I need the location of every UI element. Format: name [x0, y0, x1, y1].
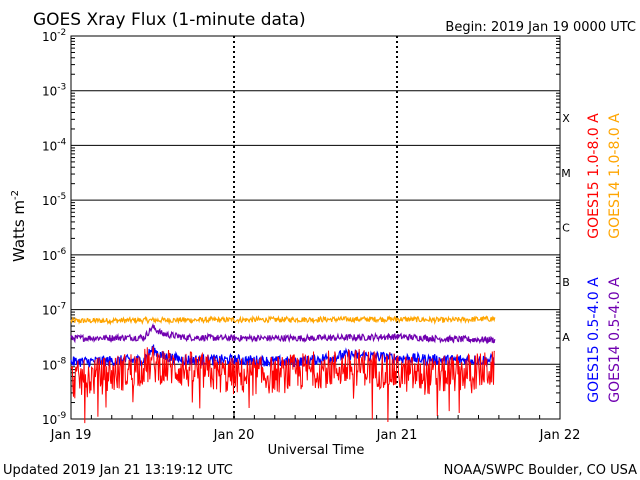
y-tick-label: 10-7 [42, 302, 66, 318]
chart-title: GOES Xray Flux (1-minute data) [33, 10, 306, 30]
x-tick-label: Jan 21 [376, 428, 418, 443]
credit-text: NOAA/SWPC Boulder, CO USA [444, 463, 637, 478]
series-line [70, 314, 496, 326]
x-axis-label: Universal Time [268, 443, 365, 458]
y-tick-label: 10-9 [42, 411, 67, 427]
flare-class-label: C [562, 222, 570, 235]
y-tick-label: 10-5 [42, 192, 66, 208]
plot-frame-group: 10-210-310-410-510-610-710-810-9 Jan 19 J… [42, 28, 580, 443]
flare-class-label: M [561, 167, 571, 180]
y-tick-label: 10-3 [42, 83, 66, 99]
begin-time: Begin: 2019 Jan 19 0000 UTC [445, 20, 636, 35]
series-line [70, 346, 495, 424]
y-axis-label: Watts m-2 [10, 190, 28, 262]
series-layer [70, 314, 496, 424]
x-tick-labels: Jan 19 Jan 20 Jan 21 Jan 22 [50, 428, 581, 443]
series-line [70, 322, 496, 345]
y-tick-label: 10-6 [42, 247, 67, 263]
legend-entry: GOES14 0.5-4.0 A [607, 277, 623, 403]
legend-entry: GOES14 1.0-8.0 A [607, 113, 623, 239]
y-tick-labels: 10-2 10-3 10-4 10-5 10-6 10-7 10-8 10-9 [42, 28, 67, 427]
updated-timestamp: Updated 2019 Jan 21 13:19:12 UTC [3, 463, 233, 478]
flare-class-labels: X M C B A [561, 112, 571, 344]
flare-class-label: B [562, 276, 570, 289]
x-tick-label: Jan 22 [539, 428, 581, 443]
flare-class-label: A [562, 331, 570, 344]
x-tick-label: Jan 20 [213, 428, 255, 443]
legend: GOES15 1.0-8.0 A GOES14 1.0-8.0 A GOES15 0… [586, 113, 623, 403]
y-tick-label: 10-4 [42, 137, 67, 153]
flare-class-label: X [562, 112, 570, 125]
x-tick-label: Jan 19 [50, 428, 92, 443]
legend-entry: GOES15 1.0-8.0 A [586, 113, 602, 239]
y-tick-label: 10-8 [42, 356, 67, 372]
y-tick-label: 10-2 [42, 28, 66, 44]
legend-entry: GOES15 0.5-4.0 A [586, 277, 602, 403]
